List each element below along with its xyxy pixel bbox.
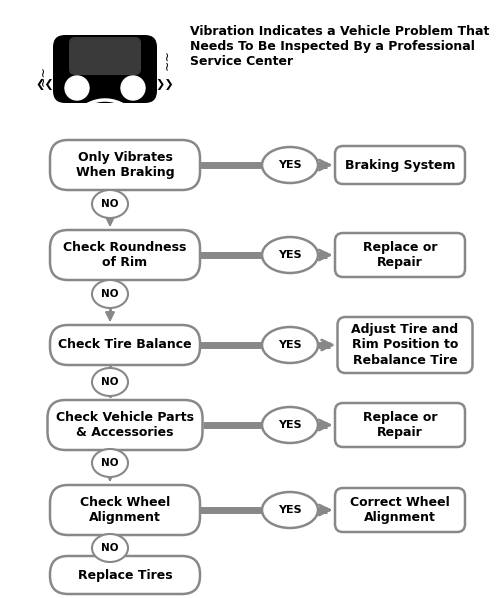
Text: YES: YES: [278, 250, 302, 260]
Text: Adjust Tire and
Rim Position to
Rebalance Tire: Adjust Tire and Rim Position to Rebalanc…: [352, 324, 459, 367]
Ellipse shape: [92, 368, 128, 396]
FancyBboxPatch shape: [335, 403, 465, 447]
FancyBboxPatch shape: [335, 233, 465, 277]
Ellipse shape: [262, 492, 318, 528]
Text: ∼∼: ∼∼: [160, 50, 173, 71]
Text: ∼∼: ∼∼: [36, 65, 50, 86]
FancyBboxPatch shape: [69, 37, 141, 75]
Text: Correct Wheel
Alignment: Correct Wheel Alignment: [350, 496, 450, 524]
Text: YES: YES: [278, 505, 302, 515]
FancyBboxPatch shape: [338, 317, 472, 373]
Text: YES: YES: [278, 340, 302, 350]
Ellipse shape: [262, 147, 318, 183]
Text: Replace Tires: Replace Tires: [78, 569, 172, 581]
FancyBboxPatch shape: [50, 325, 200, 365]
Text: Check Roundness
of Rim: Check Roundness of Rim: [64, 241, 186, 269]
FancyBboxPatch shape: [50, 485, 200, 535]
Ellipse shape: [262, 407, 318, 443]
Text: NO: NO: [101, 199, 119, 209]
Circle shape: [65, 76, 89, 100]
FancyBboxPatch shape: [53, 35, 157, 103]
FancyBboxPatch shape: [48, 400, 203, 450]
Text: Check Wheel
Alignment: Check Wheel Alignment: [80, 496, 170, 524]
Text: NO: NO: [101, 289, 119, 299]
FancyBboxPatch shape: [50, 556, 200, 594]
Text: NO: NO: [101, 377, 119, 387]
Ellipse shape: [92, 449, 128, 477]
Text: YES: YES: [278, 420, 302, 430]
Text: ❮❮: ❮❮: [36, 80, 54, 90]
Ellipse shape: [92, 280, 128, 308]
Circle shape: [121, 76, 145, 100]
Text: Only Vibrates
When Braking: Only Vibrates When Braking: [76, 151, 174, 179]
Ellipse shape: [92, 534, 128, 562]
Text: Vibration Indicates a Vehicle Problem That
Needs To Be Inspected By a Profession: Vibration Indicates a Vehicle Problem Th…: [190, 25, 490, 68]
Text: Replace or
Repair: Replace or Repair: [363, 241, 437, 269]
FancyBboxPatch shape: [50, 230, 200, 280]
Text: NO: NO: [101, 458, 119, 468]
Text: Check Vehicle Parts
& Accessories: Check Vehicle Parts & Accessories: [56, 411, 194, 439]
Ellipse shape: [262, 327, 318, 363]
Text: NO: NO: [101, 543, 119, 553]
FancyBboxPatch shape: [335, 488, 465, 532]
Text: Braking System: Braking System: [345, 158, 455, 172]
Text: Check Tire Balance: Check Tire Balance: [58, 338, 192, 352]
FancyBboxPatch shape: [50, 140, 200, 190]
Ellipse shape: [92, 190, 128, 218]
Text: YES: YES: [278, 160, 302, 170]
FancyBboxPatch shape: [335, 146, 465, 184]
Text: Replace or
Repair: Replace or Repair: [363, 411, 437, 439]
Ellipse shape: [262, 237, 318, 273]
Text: ❯❯: ❯❯: [156, 80, 174, 90]
